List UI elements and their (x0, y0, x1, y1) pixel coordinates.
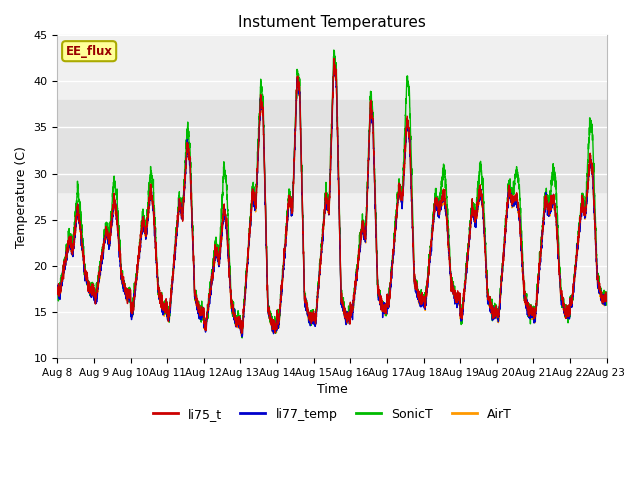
X-axis label: Time: Time (317, 383, 348, 396)
Legend: li75_t, li77_temp, SonicT, AirT: li75_t, li77_temp, SonicT, AirT (148, 403, 516, 426)
Bar (58, 100, 607, 192)
Y-axis label: Temperature (C): Temperature (C) (15, 145, 28, 248)
Title: Instument Temperatures: Instument Temperatures (238, 15, 426, 30)
Text: EE_flux: EE_flux (66, 45, 113, 58)
